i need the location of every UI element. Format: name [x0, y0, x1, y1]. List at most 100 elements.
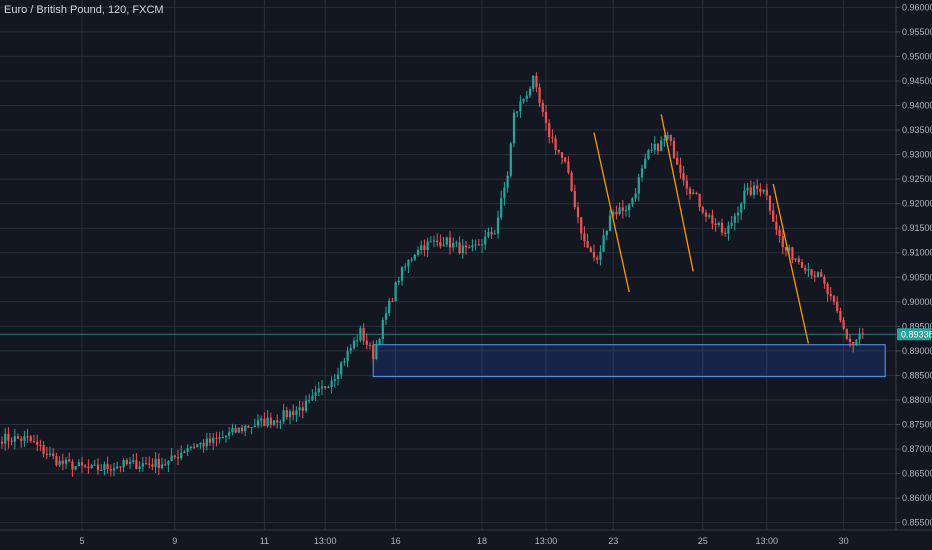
candle-body: [820, 272, 823, 277]
candle-body: [669, 134, 672, 141]
candle-body: [192, 446, 196, 448]
candle: [288, 409, 292, 425]
candle: [708, 213, 711, 219]
candle: [672, 137, 676, 159]
candle-body: [624, 210, 628, 212]
candle-body: [333, 379, 336, 381]
candle-body: [58, 460, 61, 466]
candle-body: [144, 463, 148, 465]
candle: [637, 173, 640, 202]
candle-body: [164, 464, 167, 466]
candle: [532, 75, 535, 92]
candle: [570, 170, 573, 192]
candle: [212, 432, 215, 451]
trendline[interactable]: [593, 132, 630, 293]
candle: [471, 239, 474, 252]
price-tick-label: 0.91500: [902, 223, 932, 233]
candle-body: [570, 172, 573, 191]
candle-body: [288, 411, 292, 418]
candle-body: [64, 459, 68, 464]
candle-body: [183, 451, 186, 453]
candle: [128, 457, 132, 469]
candle-body: [128, 461, 132, 464]
candle: [660, 136, 663, 152]
candle: [528, 86, 532, 98]
candle: [375, 339, 378, 361]
candle-body: [596, 257, 599, 260]
price-tick-label: 0.89500: [902, 321, 932, 331]
candle: [301, 401, 304, 419]
time-tick-label: 16: [391, 536, 401, 546]
candle-body: [228, 432, 231, 436]
candle-body: [461, 245, 464, 254]
candle-body: [858, 333, 861, 340]
candle: [503, 181, 506, 206]
candle: [244, 424, 247, 437]
candle-body: [391, 300, 394, 302]
candle: [656, 142, 660, 155]
candle-body: [36, 441, 39, 445]
candle-body: [317, 388, 320, 393]
candle-body: [224, 435, 228, 438]
candle: [125, 458, 128, 466]
candle-body: [423, 245, 426, 251]
trendline[interactable]: [772, 183, 810, 344]
candle-body: [464, 245, 468, 248]
candle-body: [170, 455, 173, 461]
candle-body: [349, 348, 352, 351]
candle-body: [176, 457, 180, 459]
candle: [848, 333, 852, 348]
trendline[interactable]: [660, 114, 694, 272]
candle: [839, 307, 842, 323]
candle-body: [311, 395, 314, 400]
candle: [10, 437, 13, 446]
time-tick-label: 11: [260, 536, 269, 546]
candle: [74, 466, 77, 471]
candle: [324, 386, 327, 390]
candle-body: [720, 222, 724, 233]
candle-body: [48, 453, 52, 455]
candle-body: [154, 458, 157, 467]
candle: [384, 306, 388, 325]
time-axis[interactable]: 5 9 11 13:00 16 18 13:00 23 25 13:00 30: [0, 529, 932, 550]
candle-body: [410, 259, 413, 261]
candle: [429, 236, 432, 243]
candle-body: [324, 386, 327, 388]
candle: [714, 218, 717, 232]
candle: [237, 427, 240, 434]
candle-body: [16, 436, 20, 439]
candle: [144, 456, 148, 465]
candle-body: [605, 230, 608, 236]
candle: [669, 134, 672, 146]
candle: [397, 276, 400, 286]
candle-body: [301, 407, 304, 411]
candle: [45, 446, 48, 460]
candle: [381, 317, 384, 345]
candle: [432, 235, 436, 248]
trendlines[interactable]: [593, 114, 810, 344]
candle-body: [26, 436, 29, 438]
candle-body: [682, 173, 685, 181]
candle-body: [656, 143, 660, 152]
candle-body: [615, 211, 618, 215]
candle: [330, 376, 333, 394]
candle-body: [96, 464, 100, 471]
zone-rect[interactable]: [372, 344, 886, 378]
candle: [167, 460, 170, 473]
candle: [480, 238, 484, 254]
price-tick-label: 0.86000: [902, 493, 932, 503]
price-axis[interactable]: 0.85500 0.86000 0.86500 0.87000 0.87500 0.880…: [895, 0, 932, 550]
candle-body: [356, 340, 359, 342]
candle-body: [839, 311, 842, 321]
candle: [48, 446, 52, 457]
candle-body: [512, 112, 516, 144]
candle: [68, 452, 71, 463]
candle-body: [93, 464, 96, 466]
candle-body: [378, 339, 381, 345]
candle-body: [452, 243, 455, 248]
candle-body: [804, 267, 807, 271]
candle: [436, 233, 439, 247]
candle: [682, 166, 685, 186]
support-zone[interactable]: [372, 344, 886, 378]
